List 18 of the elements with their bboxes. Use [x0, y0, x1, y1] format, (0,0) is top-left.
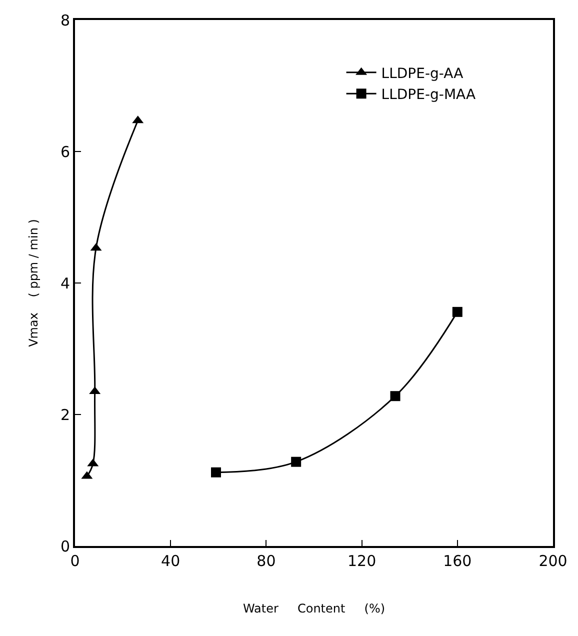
y-tick-label: 2 — [60, 406, 70, 424]
point — [291, 456, 302, 467]
legend-label: LLDPE-g-AA — [381, 66, 464, 82]
legend-label: LLDPE-g-MAA — [381, 87, 476, 104]
x-tick-label: 200 — [538, 552, 568, 570]
y-tick-label: 4 — [60, 274, 70, 292]
x-axis-title: Water Content (%) — [242, 601, 386, 616]
point — [390, 391, 400, 402]
y-tick-label: 0 — [60, 537, 70, 556]
point — [211, 467, 222, 478]
x-tick-label: 120 — [347, 552, 376, 570]
x-tick-label: 40 — [161, 552, 180, 570]
x-tick-label: 160 — [443, 552, 472, 570]
point — [452, 306, 462, 317]
y-tick-label: 8 — [60, 11, 70, 30]
y-axis-title: Vmax ( ppm / min ) — [26, 219, 40, 347]
x-tick-label: 80 — [256, 552, 276, 570]
y-tick-label: 6 — [60, 142, 70, 161]
